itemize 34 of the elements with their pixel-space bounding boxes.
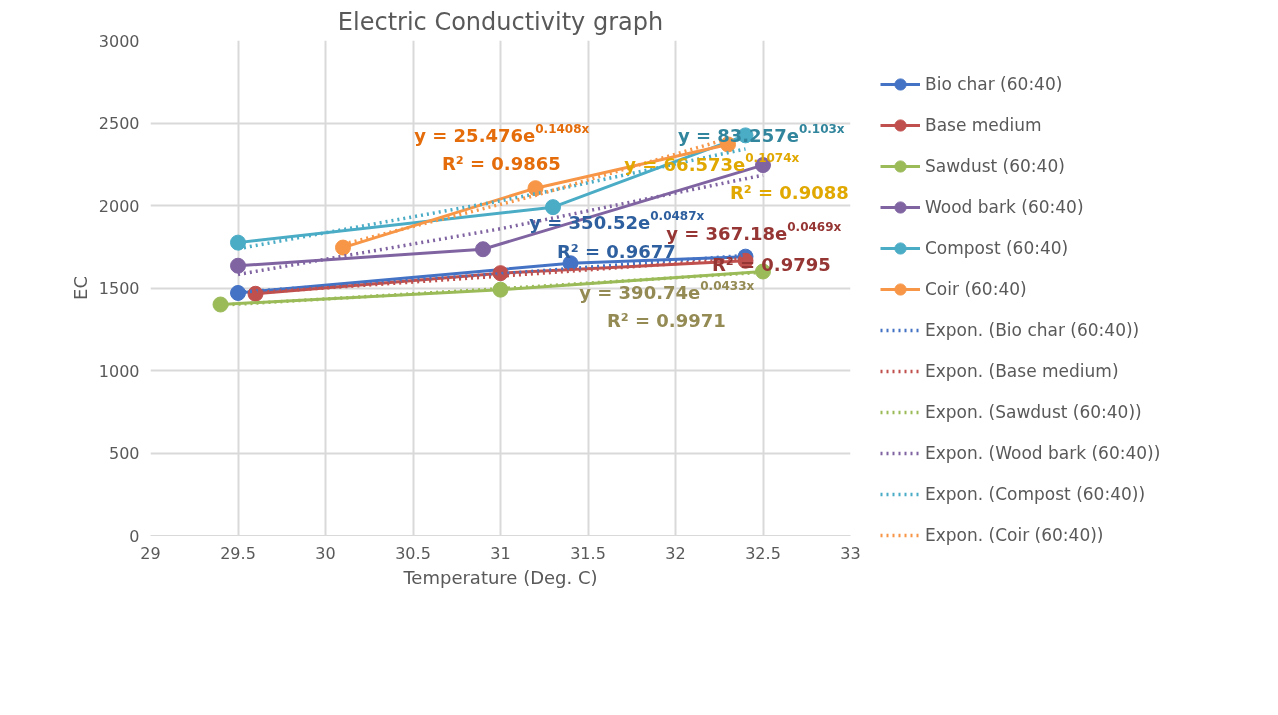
legend-label: Expon. (Base medium) <box>925 360 1119 383</box>
x-tick-label: 31 <box>490 543 511 563</box>
legend-label: Coir (60:40) <box>925 278 1027 301</box>
annotation: R² = 0.9865 <box>441 153 561 174</box>
annotation: R² = 0.9088 <box>729 182 849 203</box>
legend-label: Wood bark (60:40) <box>925 196 1084 219</box>
legend-label: Expon. (Compost (60:40)) <box>925 483 1146 506</box>
legend-label: Sawdust (60:40) <box>925 155 1065 178</box>
chart-title: Electric Conductivity graph <box>337 7 664 36</box>
y-tick-label: 1500 <box>98 279 140 298</box>
x-tick-label: 33 <box>840 543 861 563</box>
x-axis-title: Temperature (Deg. C) <box>402 566 598 588</box>
x-tick-label: 29.5 <box>220 543 256 563</box>
annotation: R² = 0.9971 <box>606 310 726 331</box>
y-tick-label: 0 <box>129 526 140 546</box>
x-tick-label: 30.5 <box>395 543 431 563</box>
legend-label: Expon. (Coir (60:40)) <box>925 524 1104 547</box>
legend-label: Expon. (Wood bark (60:40)) <box>925 442 1161 465</box>
legend-label: Expon. (Sawdust (60:40)) <box>925 401 1142 424</box>
y-tick-label: 3000 <box>98 31 140 51</box>
y-tick-label: 500 <box>108 444 140 463</box>
y-tick-label: 2500 <box>98 114 140 133</box>
y-axis-title: EC <box>69 276 91 300</box>
y-tick-label: 2000 <box>98 196 140 216</box>
legend-label: Expon. (Bio char (60:40)) <box>925 319 1140 342</box>
legend-label: Bio char (60:40) <box>925 73 1063 96</box>
x-tick-label: 29 <box>140 543 161 563</box>
y-tick-label: 1000 <box>98 361 140 381</box>
x-tick-label: 32 <box>665 543 686 563</box>
legend-label: Compost (60:40) <box>925 237 1069 260</box>
x-tick-label: 30 <box>315 543 336 563</box>
x-tick-label: 31.5 <box>570 543 606 563</box>
x-tick-label: 32.5 <box>745 543 781 563</box>
legend-label: Base medium <box>925 114 1042 137</box>
